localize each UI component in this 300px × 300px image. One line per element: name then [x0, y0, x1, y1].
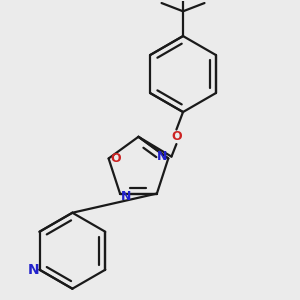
Text: O: O [111, 152, 121, 165]
Text: N: N [28, 263, 39, 277]
Text: N: N [121, 190, 131, 203]
Text: N: N [157, 150, 167, 163]
Text: O: O [171, 130, 182, 143]
